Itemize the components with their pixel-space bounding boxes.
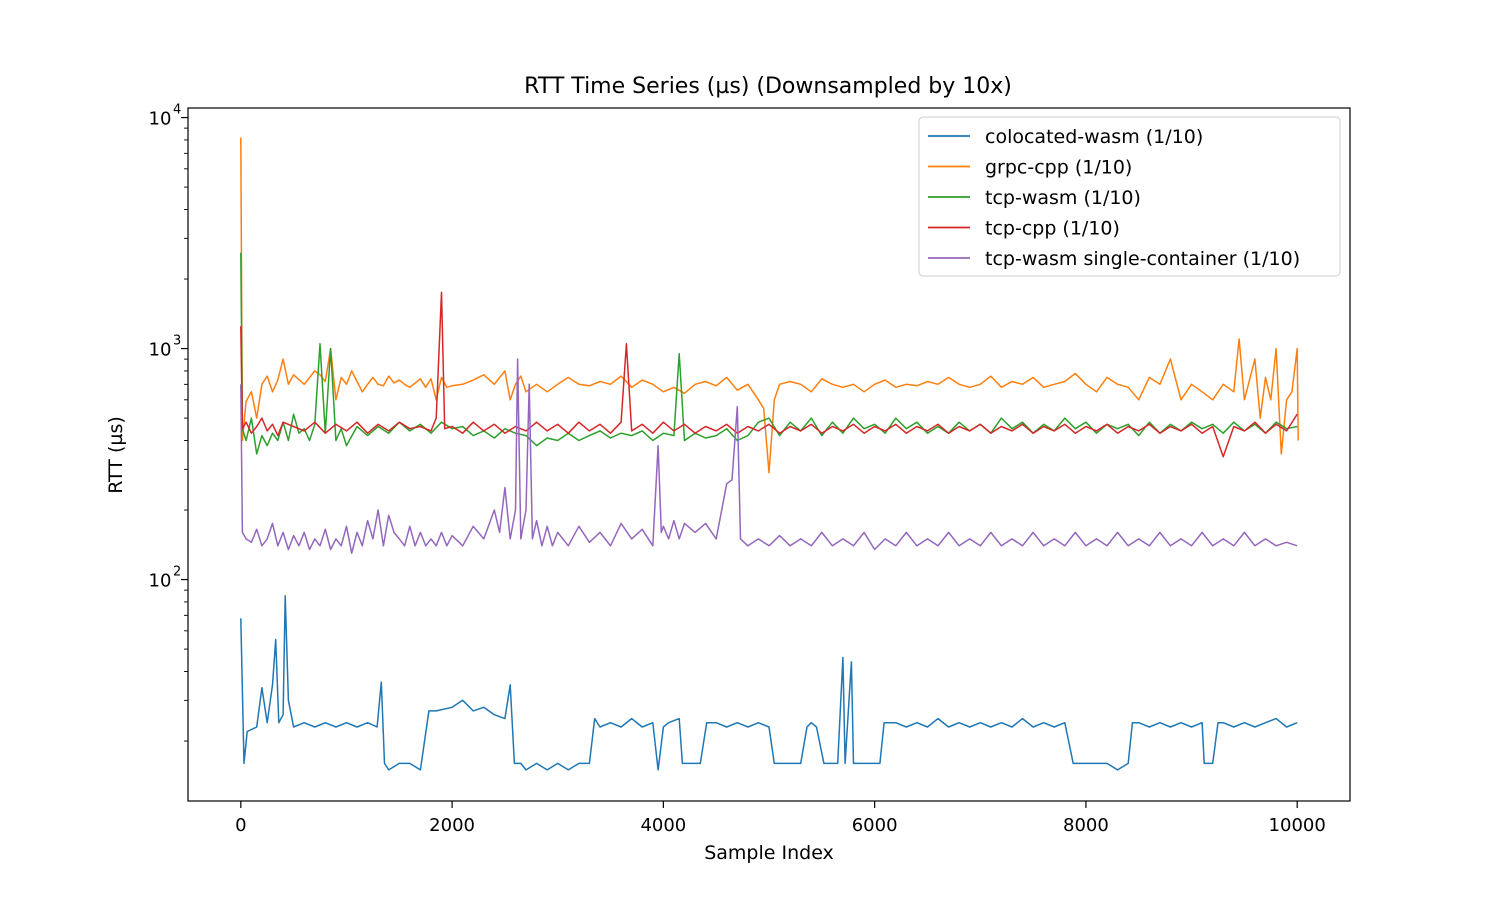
series-layer <box>240 137 1299 771</box>
y-axis-label: RTT (µs) <box>105 416 127 494</box>
plot-area-frame <box>187 107 1351 802</box>
y-tick-label: 10 <box>149 340 172 361</box>
legend-label-4: tcp-wasm single-container (1/10) <box>985 248 1300 270</box>
x-tick-label: 0 <box>235 815 246 836</box>
x-tick-label: 6000 <box>852 815 898 836</box>
series-line-2 <box>240 252 1298 455</box>
legend: colocated-wasm (1/10) grpc-cpp (1/10) tcp-… <box>918 116 1341 277</box>
series-line-4 <box>240 358 1298 554</box>
y-tick-exponent: 2 <box>173 565 181 580</box>
y-tick-exponent: 4 <box>173 103 181 118</box>
series-line-3 <box>240 291 1298 458</box>
x-tick-label: 10000 <box>1269 815 1326 836</box>
legend-label-1: grpc-cpp (1/10) <box>985 157 1132 179</box>
x-axis-label: Sample Index <box>704 842 834 864</box>
legend-label-0: colocated-wasm (1/10) <box>985 126 1203 148</box>
legend-label-2: tcp-wasm (1/10) <box>985 187 1141 209</box>
y-tick-exponent: 3 <box>173 334 181 349</box>
x-tick-label: 4000 <box>640 815 686 836</box>
y-tick-label: 10 <box>149 109 172 130</box>
x-tick-label: 8000 <box>1063 815 1109 836</box>
x-tick-label: 2000 <box>429 815 475 836</box>
y-tick-label: 10 <box>149 571 172 592</box>
legend-label-3: tcp-cpp (1/10) <box>985 218 1120 240</box>
series-line-1 <box>240 137 1299 474</box>
x-axis: 0 2000 4000 6000 8000 10000 <box>235 801 1326 836</box>
legend-box <box>918 116 1341 277</box>
chart-title: RTT Time Series (µs) (Downsampled by 10x… <box>524 74 1012 99</box>
series-line-0 <box>240 595 1298 771</box>
